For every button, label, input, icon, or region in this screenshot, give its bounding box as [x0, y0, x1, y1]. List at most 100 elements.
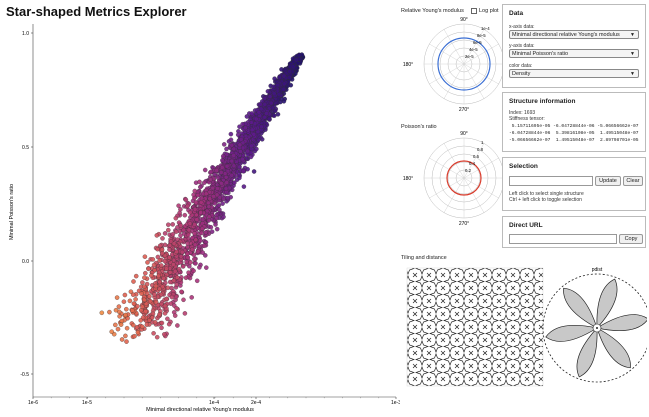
log-plot-checkbox[interactable] — [471, 8, 477, 14]
scatter-point[interactable] — [138, 318, 143, 323]
scatter-point[interactable] — [154, 233, 160, 238]
scatter-point[interactable] — [229, 142, 235, 148]
scatter-point[interactable] — [198, 200, 204, 205]
scatter-point[interactable] — [207, 196, 213, 201]
scatter-point[interactable] — [171, 241, 177, 246]
scatter-points[interactable] — [99, 52, 306, 344]
scatter-point[interactable] — [123, 333, 128, 339]
scatter-point[interactable] — [162, 231, 168, 236]
scatter-point[interactable] — [151, 262, 157, 268]
scatter-point[interactable] — [179, 249, 185, 255]
scatter-point[interactable] — [186, 270, 191, 275]
scatter-point[interactable] — [172, 269, 178, 274]
scatter-point[interactable] — [203, 230, 209, 235]
scatter-point[interactable] — [173, 215, 179, 221]
scatter-point[interactable] — [122, 292, 128, 298]
scatter-point[interactable] — [185, 203, 190, 209]
scatter-point[interactable] — [197, 179, 202, 185]
scatter-point[interactable] — [150, 311, 156, 317]
scatter-point[interactable] — [192, 231, 197, 236]
clear-button[interactable]: Clear — [623, 176, 643, 186]
y-axis-data-select[interactable]: Minimal Poisson's ratio ▼ — [509, 49, 639, 58]
scatter-point[interactable] — [157, 312, 162, 317]
scatter-point[interactable] — [174, 306, 179, 311]
scatter-point[interactable] — [198, 210, 203, 215]
scatter-point[interactable] — [198, 184, 203, 190]
scatter-plot[interactable]: 1.0 0.5 0.0 -0.5 1e-6 1e-5 1e-4 2e-4 1e-3 Minim… — [0, 0, 400, 417]
scatter-point[interactable] — [202, 167, 208, 173]
scatter-point[interactable] — [162, 303, 168, 309]
selection-input[interactable] — [509, 176, 593, 186]
scatter-point[interactable] — [107, 309, 112, 315]
scatter-point[interactable] — [169, 294, 175, 300]
scatter-point[interactable] — [215, 186, 220, 191]
scatter-point[interactable] — [208, 169, 214, 175]
scatter-point[interactable] — [162, 258, 168, 264]
scatter-point[interactable] — [238, 137, 244, 142]
scatter-point[interactable] — [189, 247, 195, 252]
scatter-point[interactable] — [293, 57, 299, 63]
scatter-point[interactable] — [281, 73, 287, 79]
scatter-point[interactable] — [296, 52, 302, 58]
scatter-point[interactable] — [231, 163, 237, 169]
scatter-point[interactable] — [124, 325, 130, 331]
scatter-point[interactable] — [179, 289, 184, 295]
scatter-point[interactable] — [130, 308, 135, 313]
scatter-point[interactable] — [203, 253, 208, 258]
scatter-point[interactable] — [186, 227, 192, 233]
scatter-point[interactable] — [141, 297, 147, 303]
scatter-point[interactable] — [164, 266, 169, 271]
scatter-point[interactable] — [241, 184, 247, 189]
scatter-point[interactable] — [139, 291, 144, 296]
scatter-point[interactable] — [183, 275, 189, 281]
scatter-point[interactable] — [161, 276, 166, 281]
scatter-point[interactable] — [211, 194, 216, 199]
scatter-point[interactable] — [231, 153, 236, 158]
scatter-point[interactable] — [268, 100, 274, 106]
scatter-point[interactable] — [193, 200, 199, 205]
scatter-point[interactable] — [145, 260, 150, 265]
scatter-point[interactable] — [187, 210, 193, 215]
scatter-point[interactable] — [243, 125, 248, 131]
scatter-point[interactable] — [262, 102, 268, 107]
scatter-point[interactable] — [171, 262, 176, 267]
scatter-point[interactable] — [189, 295, 194, 300]
scatter-point[interactable] — [164, 296, 169, 302]
scatter-point[interactable] — [244, 114, 250, 119]
scatter-point[interactable] — [193, 261, 198, 266]
scatter-point[interactable] — [132, 333, 137, 339]
scatter-point[interactable] — [140, 280, 145, 285]
scatter-point[interactable] — [152, 319, 158, 325]
scatter-point[interactable] — [166, 222, 171, 227]
scatter-point[interactable] — [206, 200, 211, 206]
scatter-point[interactable] — [162, 332, 167, 337]
scatter-point[interactable] — [159, 247, 165, 252]
scatter-point[interactable] — [171, 278, 177, 283]
scatter-point[interactable] — [237, 124, 242, 129]
scatter-point[interactable] — [202, 180, 207, 185]
scatter-point[interactable] — [232, 180, 237, 185]
scatter-point[interactable] — [249, 111, 255, 116]
scatter-point[interactable] — [220, 158, 225, 163]
scatter-point[interactable] — [128, 289, 134, 294]
scatter-point[interactable] — [240, 156, 245, 162]
scatter-point[interactable] — [264, 111, 269, 116]
scatter-point[interactable] — [290, 64, 296, 69]
scatter-point[interactable] — [159, 263, 164, 268]
scatter-point[interactable] — [116, 304, 122, 309]
scatter-point[interactable] — [208, 177, 213, 182]
scatter-point[interactable] — [201, 243, 207, 249]
copy-button[interactable]: Copy — [619, 234, 643, 244]
scatter-point[interactable] — [113, 322, 118, 328]
scatter-point[interactable] — [248, 154, 254, 160]
scatter-point[interactable] — [149, 273, 154, 278]
scatter-point[interactable] — [281, 81, 287, 87]
scatter-point[interactable] — [248, 143, 254, 149]
scatter-point[interactable] — [176, 266, 182, 272]
scatter-point[interactable] — [254, 146, 259, 152]
scatter-point[interactable] — [223, 186, 229, 191]
scatter-point[interactable] — [225, 195, 231, 201]
scatter-point[interactable] — [253, 116, 259, 122]
scatter-point[interactable] — [192, 242, 198, 248]
scatter-point[interactable] — [153, 299, 159, 305]
